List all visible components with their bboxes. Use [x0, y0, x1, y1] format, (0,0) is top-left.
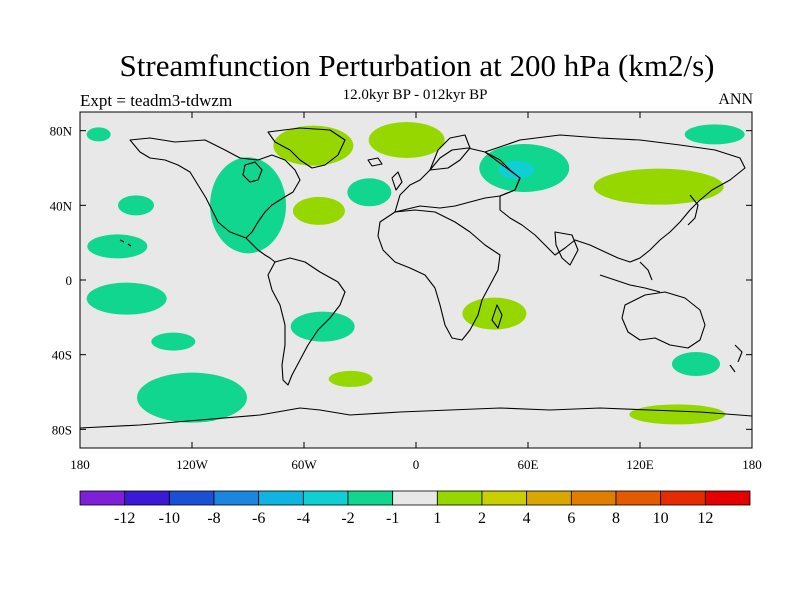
contour-region-8	[290, 311, 355, 342]
colorbar-swatch	[347, 490, 394, 506]
x-tick-label: 180	[742, 457, 762, 472]
colorbar-label: -1	[386, 510, 399, 527]
colorbar-label: -4	[297, 510, 310, 527]
colorbar-label: -10	[159, 510, 180, 527]
colorbar-swatch	[704, 490, 751, 506]
colorbar-swatch	[258, 490, 304, 506]
coast-uk	[391, 171, 403, 191]
y-tick-label: 80N	[50, 124, 73, 139]
colorbar-label: 8	[612, 510, 620, 527]
coast-australia	[621, 291, 706, 349]
contour-region-14	[368, 122, 445, 158]
coast-indonesia	[599, 261, 661, 293]
period-label: 12.0kyr BP - 012kyr BP	[342, 87, 488, 103]
coast-india	[554, 231, 579, 266]
coast-madagascar	[491, 304, 503, 329]
coast-hawaii	[119, 239, 132, 247]
contour-region-core	[498, 161, 535, 179]
coast-greenland	[267, 127, 346, 169]
coast-asia	[484, 134, 746, 263]
colorbar-swatch	[79, 490, 126, 506]
colorbar-label: -12	[114, 510, 135, 527]
contour-region-11	[684, 124, 745, 145]
colorbar-swatch	[392, 490, 438, 506]
coast-north-america	[129, 137, 301, 239]
colorbar-label: 4	[523, 510, 531, 527]
contour-region-19	[629, 404, 726, 425]
coast-south-america	[267, 257, 346, 386]
contour-region-6	[151, 332, 196, 351]
colorbar-label: -6	[252, 510, 265, 527]
colorbar-swatch	[615, 490, 662, 506]
colorbar-label: 2	[478, 510, 486, 527]
colorbar-swatch	[526, 490, 572, 506]
contour-region-3	[118, 195, 154, 216]
coast-europe	[394, 147, 521, 213]
season-label: ANN	[718, 91, 753, 108]
coast-africa	[377, 209, 501, 341]
contour-region-2	[210, 157, 286, 254]
contour-region-9	[347, 178, 392, 207]
colorbar-label: -8	[207, 510, 220, 527]
contour-region-12	[672, 352, 720, 376]
colorbar-swatch	[124, 490, 170, 506]
coast-scandinavia	[429, 134, 471, 171]
contour-region-1	[86, 127, 111, 142]
contour-regions	[86, 122, 745, 425]
coast-new-zealand	[729, 344, 743, 373]
contour-region-7	[137, 372, 247, 423]
colorbar-label: 10	[653, 510, 669, 527]
x-tick-label: 120W	[176, 457, 209, 472]
colorbar-swatch	[660, 490, 706, 506]
chart-title: Streamfunction Perturbation at 200 hPa (…	[119, 48, 715, 83]
coast-antarctica	[80, 407, 752, 429]
colorbar-swatch	[481, 490, 528, 506]
colorbar-swatch	[570, 490, 617, 506]
colorbar-swatch	[302, 490, 349, 506]
colorbar-label: 6	[567, 510, 575, 527]
colorbar-label: 1	[433, 510, 441, 527]
x-tick-label: 60W	[291, 457, 317, 472]
contour-region-4	[87, 234, 148, 259]
contour-region-16	[593, 168, 724, 205]
map-axes: 180 120W 60W 0 60E 120E 180 80N 40N 0 40S 80S	[50, 112, 762, 472]
y-tick-label: 40S	[52, 348, 72, 363]
coastlines	[80, 127, 752, 429]
coast-japan	[687, 194, 699, 226]
colorbar: -12 -10 -8 -6 -4 -2 -1 1 2 4 6 8 10 12	[79, 490, 751, 527]
colorbar-swatch	[168, 490, 215, 506]
experiment-label: Expt = teadm3-tdwzm	[80, 91, 233, 110]
colorbar-swatch	[436, 490, 483, 506]
x-tick-label: 180	[70, 457, 90, 472]
coast-iceland	[367, 157, 383, 167]
contour-region-18	[328, 370, 373, 387]
x-tick-label: 120E	[626, 457, 654, 472]
y-tick-label: 80S	[52, 422, 72, 437]
contour-region-15	[292, 196, 345, 225]
colorbar-label: 12	[697, 510, 713, 527]
colorbar-swatch	[213, 490, 260, 506]
coast-central-america	[245, 237, 276, 263]
coast-hudson-bay	[242, 161, 263, 183]
colorbar-label: -2	[341, 510, 354, 527]
y-tick-label: 40N	[50, 198, 73, 213]
y-tick-label: 0	[66, 273, 73, 288]
contour-region-13	[273, 125, 354, 166]
x-tick-label: 60E	[518, 457, 539, 472]
x-tick-label: 0	[413, 457, 420, 472]
contour-region-5	[86, 282, 167, 315]
